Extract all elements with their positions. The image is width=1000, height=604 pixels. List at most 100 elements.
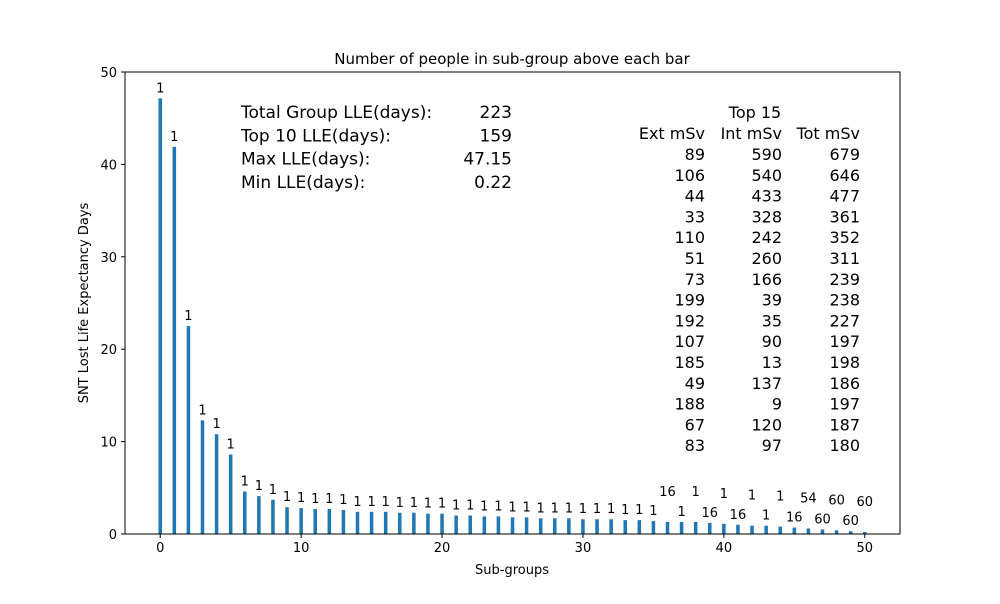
table-cell: 44 (685, 187, 705, 206)
table-cell: 97 (762, 436, 782, 455)
bar (426, 513, 430, 534)
table-cell: 477 (829, 187, 860, 206)
bar (158, 98, 162, 534)
bar (172, 146, 177, 534)
bar-label: 1 (748, 489, 756, 504)
table-cell: 13 (762, 353, 782, 372)
table-cell: 49 (685, 374, 705, 393)
table-cell: 67 (685, 415, 705, 434)
bar (243, 491, 247, 534)
table-cell: 120 (751, 415, 782, 434)
bar (778, 526, 782, 534)
table-cell: 185 (674, 353, 705, 372)
bar-label: 1 (367, 495, 375, 510)
bar-label: 1 (297, 491, 305, 506)
bar (313, 509, 317, 534)
x-tick-label: 50 (856, 541, 873, 556)
table-cell: 33 (685, 207, 705, 226)
table-title: Top 15 (728, 103, 781, 122)
bar-label: 60 (842, 514, 859, 529)
bar-label: 1 (353, 495, 361, 510)
table-cell: 328 (751, 207, 782, 226)
table-cell: 35 (762, 311, 782, 330)
table-cell: 646 (829, 166, 860, 185)
bar-label: 1 (438, 497, 446, 512)
x-tick-label: 0 (156, 541, 164, 556)
table-cell: 107 (674, 332, 705, 351)
bar-label: 1 (241, 475, 249, 490)
table-cell: 242 (751, 228, 782, 247)
bar (623, 520, 627, 534)
table-cell: 186 (829, 374, 860, 393)
x-tick-label: 30 (575, 541, 592, 556)
table-cell: 540 (751, 166, 782, 185)
table-header: Ext mSv (639, 124, 705, 143)
y-tick-label: 10 (100, 436, 117, 451)
bar (200, 420, 205, 534)
y-tick-label: 50 (100, 66, 117, 81)
stat-label: Total Group LLE(days): (240, 103, 432, 123)
bar (454, 515, 458, 534)
y-tick-label: 30 (100, 251, 117, 266)
bar-label: 1 (410, 496, 418, 511)
table-cell: 51 (685, 249, 705, 268)
bar (383, 511, 388, 534)
bar-label: 1 (212, 417, 220, 432)
table-cell: 361 (829, 207, 860, 226)
bar-label: 1 (677, 505, 685, 520)
bar (708, 522, 712, 534)
bars-group (158, 98, 867, 534)
bar-label: 1 (537, 501, 545, 516)
bar (524, 517, 529, 534)
bar-label: 1 (720, 487, 728, 502)
y-axis-ticks: 0 10 20 30 40 50 (100, 66, 125, 543)
bar-label: 1 (339, 493, 347, 508)
table-cell: 260 (751, 249, 782, 268)
table-cell: 90 (762, 332, 782, 351)
table-cell: 239 (829, 270, 860, 289)
table-cell: 192 (674, 311, 705, 330)
chart-title: Number of people in sub-group above each… (334, 50, 690, 68)
table-cell: 187 (829, 415, 860, 434)
x-tick-label: 20 (434, 541, 451, 556)
bar-label: 1 (227, 438, 235, 453)
table-cell: 198 (829, 353, 860, 372)
bar-label: 1 (269, 483, 277, 498)
bar (468, 515, 472, 534)
bar (271, 499, 275, 534)
bar-label: 1 (283, 490, 291, 505)
table-cell: 352 (829, 228, 860, 247)
bar (863, 531, 867, 534)
stat-value: 47.15 (463, 150, 512, 170)
bar-label: 1 (762, 509, 770, 524)
bar (440, 513, 444, 534)
table-cell: 197 (829, 395, 860, 414)
table-cell: 188 (674, 395, 705, 414)
stat-value: 0.22 (474, 173, 512, 193)
table-cell: 199 (674, 291, 705, 310)
bar-label: 1 (311, 492, 319, 507)
bar (736, 524, 740, 534)
bar (792, 527, 797, 534)
table-cell: 227 (829, 311, 860, 330)
bar-label: 1 (593, 502, 601, 517)
bar (285, 507, 289, 534)
bar (722, 523, 726, 534)
bar-label: 16 (659, 485, 676, 500)
bar-label: 1 (325, 492, 333, 507)
bar (327, 509, 332, 534)
bar (848, 531, 853, 534)
bar-label: 1 (508, 500, 516, 515)
table-cell: 106 (674, 166, 705, 185)
table-header: Tot mSv (796, 124, 860, 143)
bar (538, 518, 543, 534)
bar (186, 326, 191, 534)
table-cell: 166 (751, 270, 782, 289)
stat-value: 159 (480, 126, 512, 146)
plot-frame (124, 71, 901, 535)
table-cell: 83 (685, 436, 705, 455)
bar-label: 16 (730, 508, 747, 523)
